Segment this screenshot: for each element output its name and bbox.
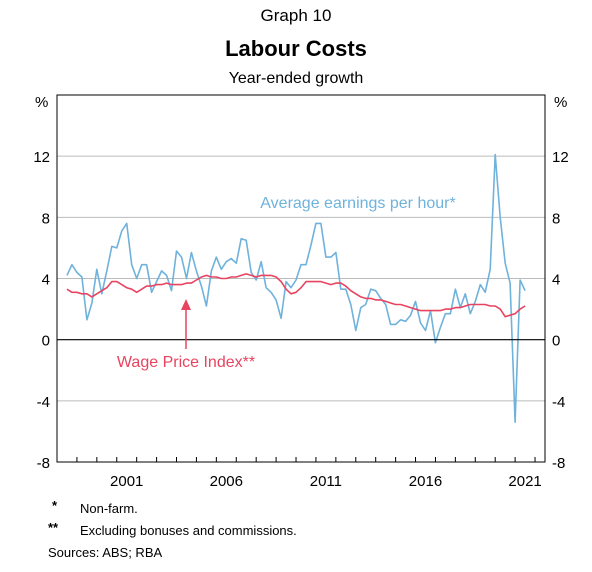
sources-text: Sources: ABS; RBA (48, 545, 163, 560)
x-tick-label: 2011 (310, 473, 342, 490)
grid-layer (57, 155, 545, 402)
y-tick-label-right: 4 (552, 272, 560, 289)
average-earnings-label: Average earnings per hour* (260, 195, 455, 212)
series-layer (66, 153, 526, 424)
footnote-2-mark: ** (48, 520, 59, 535)
y-tick-label-right: -8 (552, 455, 565, 472)
average-earnings-line (66, 153, 526, 424)
y-tick-label-right: 0 (552, 333, 560, 350)
x-tick-label: 2021 (508, 473, 541, 490)
chart-title: Labour Costs (225, 36, 367, 61)
y-tick-label-left: 12 (33, 149, 50, 166)
y-tick-label-left: -4 (37, 394, 50, 411)
y-tick-label-right: -4 (552, 394, 565, 411)
footnote-1-text: Non-farm. (80, 501, 138, 516)
plot-frame (56, 94, 546, 463)
y-tick-label-left: 0 (42, 333, 50, 350)
y-unit-right: % (554, 94, 567, 111)
y-tick-label-left: -8 (37, 455, 50, 472)
wage-price-index-line (66, 273, 526, 318)
x-tick-label: 2001 (110, 473, 143, 490)
wage-price-index-arrow-head (181, 299, 191, 310)
graph-number: Graph 10 (260, 6, 332, 25)
wage-price-index-label: Wage Price Index** (117, 354, 255, 371)
y-tick-label-right: 8 (552, 210, 560, 227)
footnote-2-text: Excluding bonuses and commissions. (80, 523, 297, 538)
x-tick-label: 2016 (409, 473, 442, 490)
y-unit-left: % (35, 94, 48, 111)
y-tick-label-left: 8 (42, 210, 50, 227)
label-layer: -8 -8 -4 -4 0 0 4 4 8 8 12 12% % 2001 2006 2011 2016 2021… (33, 94, 568, 490)
x-tick-label: 2006 (210, 473, 243, 490)
y-tick-label-left: 4 (42, 272, 50, 289)
footnote-1-mark: * (52, 498, 58, 513)
frame-layer (56, 94, 546, 463)
chart-subtitle: Year-ended growth (228, 70, 364, 87)
y-tick-label-right: 12 (552, 149, 569, 166)
